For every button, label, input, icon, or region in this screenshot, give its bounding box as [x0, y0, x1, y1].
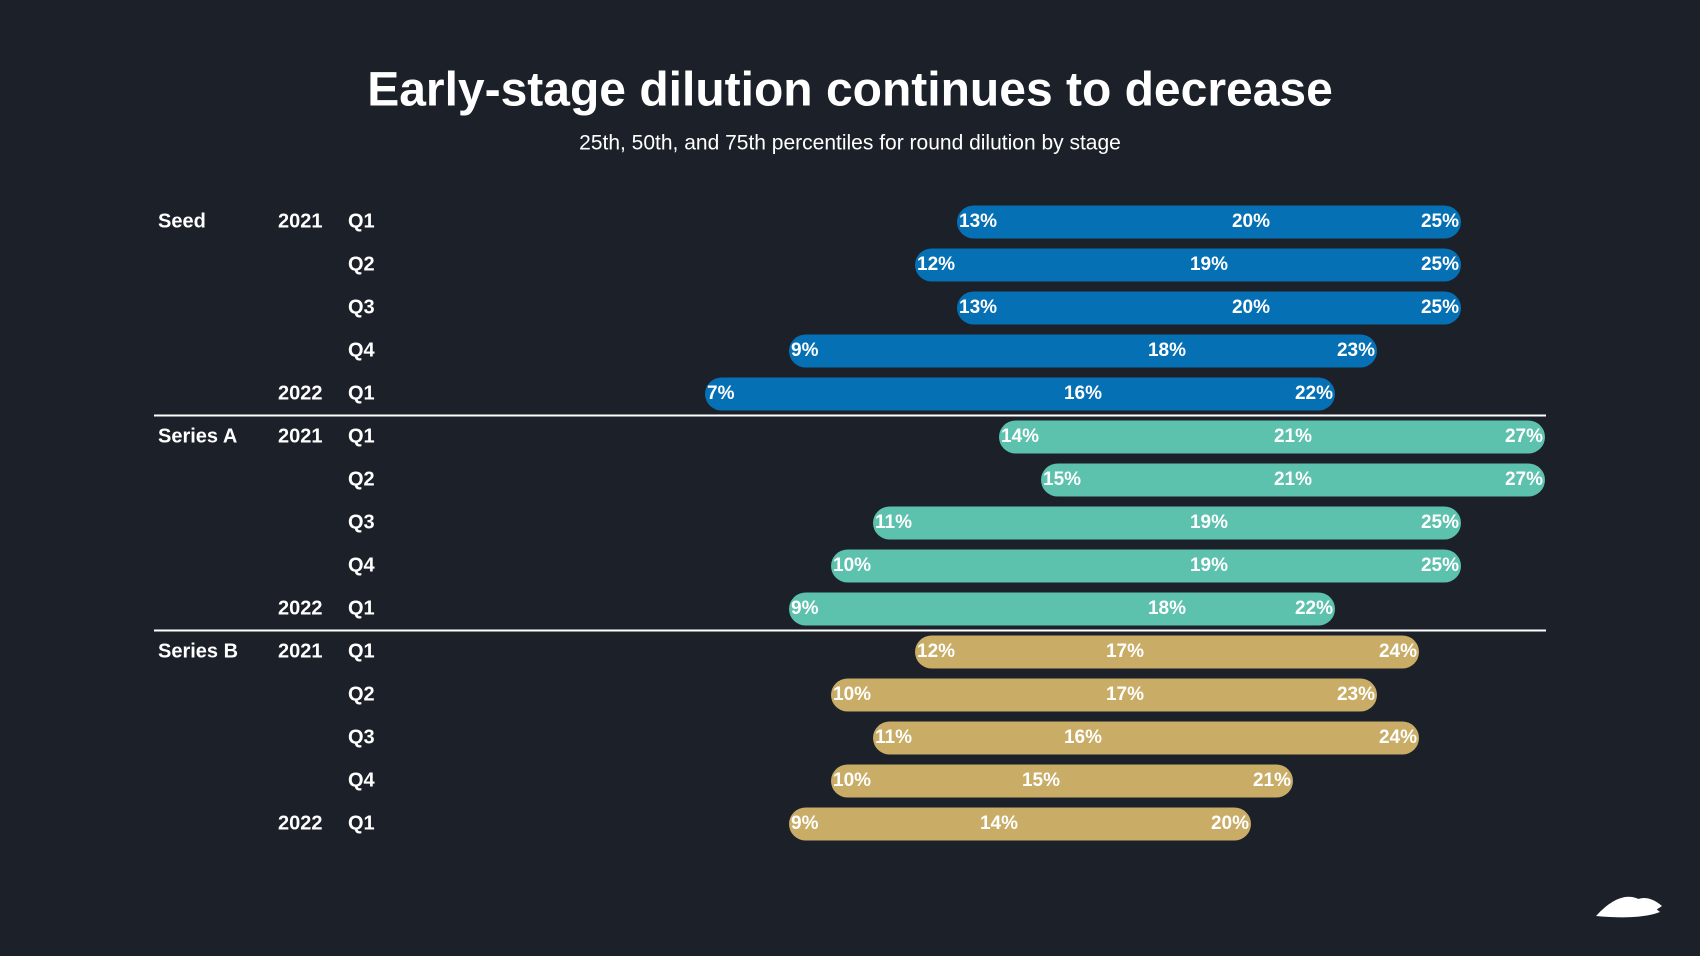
range-bar — [873, 721, 1419, 755]
p50-label: 19% — [1190, 555, 1228, 576]
range-bar — [831, 549, 1461, 583]
p50-label: 17% — [1106, 641, 1144, 662]
p25-label: 13% — [959, 211, 997, 232]
quarter-label: Q4 — [348, 554, 376, 576]
p75-label: 23% — [1337, 684, 1375, 705]
p25-label: 9% — [791, 598, 819, 619]
p50-label: 19% — [1190, 254, 1228, 275]
p50-label: 18% — [1148, 598, 1186, 619]
p25-label: 10% — [833, 684, 871, 705]
p75-label: 22% — [1295, 383, 1333, 404]
p50-label: 17% — [1106, 684, 1144, 705]
range-bar — [957, 205, 1461, 239]
quarter-label: Q4 — [348, 339, 376, 361]
p75-label: 24% — [1379, 641, 1417, 662]
p75-label: 27% — [1505, 426, 1543, 447]
p50-label: 21% — [1274, 426, 1312, 447]
p25-label: 9% — [791, 813, 819, 834]
p50-label: 16% — [1064, 727, 1102, 748]
p50-label: 15% — [1022, 770, 1060, 791]
year-label: 2021 — [278, 425, 323, 447]
quarter-label: Q1 — [348, 382, 375, 404]
p50-label: 14% — [980, 813, 1018, 834]
range-bar — [789, 807, 1251, 841]
p75-label: 20% — [1211, 813, 1249, 834]
p25-label: 14% — [1001, 426, 1039, 447]
p75-label: 21% — [1253, 770, 1291, 791]
p75-label: 24% — [1379, 727, 1417, 748]
quarter-label: Q2 — [348, 253, 375, 275]
group-label: Series B — [158, 640, 238, 662]
p75-label: 25% — [1421, 254, 1459, 275]
p75-label: 25% — [1421, 512, 1459, 533]
p50-label: 20% — [1232, 297, 1270, 318]
quarter-label: Q1 — [348, 425, 375, 447]
quarter-label: Q1 — [348, 597, 375, 619]
logo — [1596, 896, 1662, 918]
p25-label: 11% — [875, 727, 912, 748]
range-bar — [999, 420, 1545, 454]
p25-label: 10% — [833, 770, 871, 791]
quarter-label: Q1 — [348, 812, 375, 834]
range-bar — [789, 334, 1377, 368]
p25-label: 10% — [833, 555, 871, 576]
p25-label: 7% — [707, 383, 735, 404]
p75-label: 25% — [1421, 555, 1459, 576]
p50-label: 18% — [1148, 340, 1186, 361]
p25-label: 11% — [875, 512, 912, 533]
range-bar — [957, 291, 1461, 325]
range-bar — [915, 248, 1461, 282]
p75-label: 22% — [1295, 598, 1333, 619]
range-bar — [831, 764, 1293, 798]
p25-label: 15% — [1043, 469, 1081, 490]
p50-label: 19% — [1190, 512, 1228, 533]
range-bar — [831, 678, 1377, 712]
quarter-label: Q1 — [348, 210, 375, 232]
quarter-label: Q1 — [348, 640, 375, 662]
range-bar — [789, 592, 1335, 626]
range-bar — [915, 635, 1419, 669]
p25-label: 12% — [917, 254, 955, 275]
p75-label: 23% — [1337, 340, 1375, 361]
group-label: Series A — [158, 425, 237, 447]
p75-label: 27% — [1505, 469, 1543, 490]
year-label: 2022 — [278, 597, 323, 619]
quarter-label: Q3 — [348, 726, 375, 748]
chart-subtitle: 25th, 50th, and 75th percentiles for rou… — [579, 132, 1121, 155]
p50-label: 21% — [1274, 469, 1312, 490]
range-bar — [705, 377, 1335, 411]
quarter-label: Q2 — [348, 468, 375, 490]
p25-label: 13% — [959, 297, 997, 318]
quarter-label: Q3 — [348, 511, 375, 533]
year-label: 2021 — [278, 640, 323, 662]
quarter-label: Q3 — [348, 296, 375, 318]
group-label: Seed — [158, 210, 206, 232]
p25-label: 12% — [917, 641, 955, 662]
quarter-label: Q4 — [348, 769, 376, 791]
chart-title: Early-stage dilution continues to decrea… — [367, 64, 1333, 117]
p50-label: 20% — [1232, 211, 1270, 232]
p75-label: 25% — [1421, 211, 1459, 232]
year-label: 2021 — [278, 210, 323, 232]
year-label: 2022 — [278, 382, 323, 404]
range-bar — [873, 506, 1461, 540]
p75-label: 25% — [1421, 297, 1459, 318]
year-label: 2022 — [278, 812, 323, 834]
p50-label: 16% — [1064, 383, 1102, 404]
p25-label: 9% — [791, 340, 819, 361]
range-bar — [1041, 463, 1545, 497]
quarter-label: Q2 — [348, 683, 375, 705]
